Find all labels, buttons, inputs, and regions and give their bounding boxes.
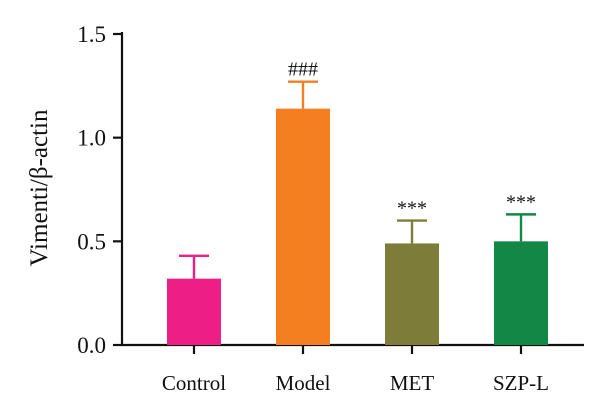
y-tick-label: 0.0 — [77, 333, 106, 358]
x-tick-label: Model — [276, 371, 331, 395]
bars — [167, 108, 548, 345]
bar-met — [385, 243, 439, 345]
x-tick-label: SZP-L — [493, 371, 549, 395]
x-tick-label: Control — [162, 371, 226, 395]
y-tick-label: 0.5 — [77, 229, 106, 254]
bar-control — [167, 278, 221, 345]
y-tick-label: 1.5 — [77, 22, 106, 47]
bar-model — [276, 108, 330, 345]
significance-label: *** — [397, 198, 427, 220]
y-tick-label: 1.0 — [77, 126, 106, 151]
bar-szp-l — [494, 241, 548, 345]
significance-annotations: ###********* — [288, 59, 536, 220]
y-axis-label: Vimenti/β-actin — [26, 109, 53, 267]
x-tick-label: MET — [390, 371, 435, 395]
significance-label: ### — [288, 59, 318, 81]
error-bars — [179, 80, 536, 279]
significance-label: *** — [506, 191, 536, 213]
